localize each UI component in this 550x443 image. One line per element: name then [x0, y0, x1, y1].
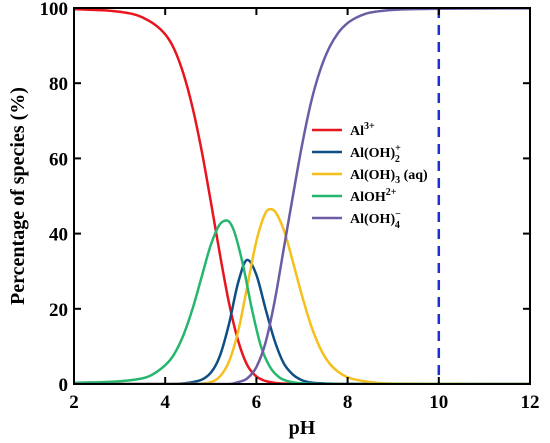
x-tick-label: 4: [160, 392, 170, 413]
x-tick-label: 12: [521, 392, 540, 413]
legend-label-2: Al(OH)3 (aq): [350, 168, 428, 186]
series-line-0: [74, 8, 530, 384]
series-line-3: [74, 219, 530, 384]
y-tick-label: 0: [59, 375, 69, 396]
x-tick-label: 10: [429, 392, 448, 413]
x-tick-label: 8: [343, 392, 353, 413]
x-axis-title: pH: [289, 417, 316, 439]
series-line-4: [74, 8, 530, 384]
legend: Al3+ Al(OH)+ 2 Al(OH)3 (aq)AlOH2+ Al(OH)− 4: [312, 121, 428, 231]
legend-label-0: Al3+: [350, 121, 375, 139]
y-axis-title: Percentage of species (%): [7, 87, 29, 305]
axis-ticks: 2 4 6 8 10 12 0 20 40 60 80 100: [40, 0, 540, 413]
series-line-1: [74, 258, 530, 384]
y-tick-label: 80: [49, 74, 68, 95]
x-tick-label: 2: [69, 392, 79, 413]
y-tick-label: 60: [49, 149, 68, 170]
legend-label-3: AlOH2+: [350, 187, 397, 205]
series-line-2: [74, 207, 530, 384]
y-tick-label: 40: [49, 225, 68, 246]
plot-series: [74, 8, 530, 384]
y-tick-label: 100: [40, 0, 69, 20]
legend-label-4: Al(OH)− 4: [350, 209, 401, 231]
plot-frame: [73, 7, 531, 385]
legend-label-1: Al(OH)+ 2: [350, 143, 401, 165]
x-tick-label: 6: [252, 392, 262, 413]
y-tick-label: 20: [49, 300, 68, 321]
